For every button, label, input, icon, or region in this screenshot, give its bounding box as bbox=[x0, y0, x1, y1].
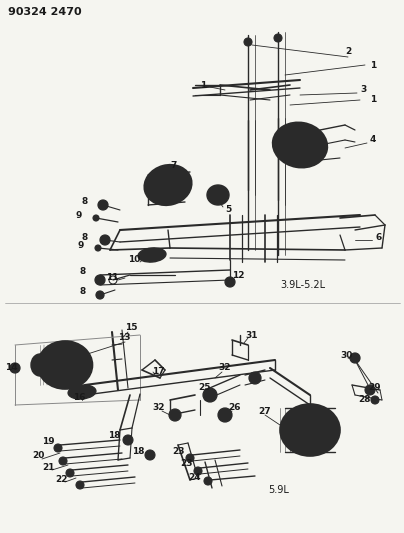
Text: 27: 27 bbox=[258, 408, 271, 416]
Ellipse shape bbox=[273, 123, 327, 168]
Text: 32: 32 bbox=[152, 403, 164, 413]
Text: 24: 24 bbox=[188, 473, 201, 482]
Ellipse shape bbox=[144, 165, 192, 205]
Circle shape bbox=[203, 388, 217, 402]
Text: 29: 29 bbox=[368, 384, 381, 392]
Text: 13: 13 bbox=[118, 334, 130, 343]
Ellipse shape bbox=[68, 385, 96, 399]
Text: 10: 10 bbox=[128, 255, 140, 264]
Text: 2: 2 bbox=[345, 47, 351, 56]
Text: 9: 9 bbox=[78, 240, 84, 249]
Text: 8: 8 bbox=[82, 198, 88, 206]
Circle shape bbox=[59, 457, 67, 465]
Text: 16: 16 bbox=[73, 393, 86, 402]
Ellipse shape bbox=[303, 424, 317, 436]
Ellipse shape bbox=[280, 404, 340, 456]
Text: 22: 22 bbox=[55, 475, 67, 484]
Text: 31: 31 bbox=[245, 330, 257, 340]
Ellipse shape bbox=[287, 134, 313, 156]
Text: 1: 1 bbox=[370, 95, 376, 104]
Text: 20: 20 bbox=[32, 451, 44, 461]
Circle shape bbox=[371, 396, 379, 404]
Text: 21: 21 bbox=[42, 464, 55, 472]
Text: 14: 14 bbox=[5, 364, 18, 373]
Circle shape bbox=[169, 409, 181, 421]
Ellipse shape bbox=[207, 185, 229, 205]
Circle shape bbox=[274, 34, 282, 42]
Circle shape bbox=[350, 353, 360, 363]
Circle shape bbox=[95, 275, 105, 285]
Ellipse shape bbox=[294, 140, 306, 150]
Text: 1: 1 bbox=[200, 80, 206, 90]
Text: 7: 7 bbox=[170, 160, 177, 169]
Circle shape bbox=[244, 38, 252, 46]
Circle shape bbox=[194, 467, 202, 475]
Ellipse shape bbox=[142, 250, 162, 260]
Ellipse shape bbox=[59, 360, 71, 370]
Text: 28: 28 bbox=[358, 395, 370, 405]
Circle shape bbox=[98, 200, 108, 210]
Text: 19: 19 bbox=[42, 438, 55, 447]
Ellipse shape bbox=[44, 347, 86, 383]
Ellipse shape bbox=[52, 354, 78, 376]
Circle shape bbox=[145, 450, 155, 460]
Ellipse shape bbox=[138, 248, 166, 262]
Ellipse shape bbox=[295, 417, 325, 443]
Circle shape bbox=[66, 469, 74, 477]
Text: 5: 5 bbox=[225, 206, 231, 214]
Text: 18: 18 bbox=[108, 431, 120, 440]
Text: 11: 11 bbox=[106, 273, 118, 282]
Ellipse shape bbox=[279, 128, 321, 162]
Text: 8: 8 bbox=[82, 232, 88, 241]
Text: 9: 9 bbox=[76, 211, 82, 220]
Text: 8: 8 bbox=[80, 287, 86, 296]
Text: 32: 32 bbox=[218, 364, 231, 373]
Ellipse shape bbox=[287, 410, 333, 450]
Ellipse shape bbox=[215, 192, 221, 198]
Ellipse shape bbox=[157, 176, 179, 194]
Ellipse shape bbox=[163, 181, 173, 189]
Text: 12: 12 bbox=[232, 271, 244, 279]
Text: 3.9L-5.2L: 3.9L-5.2L bbox=[280, 280, 325, 290]
Text: 25: 25 bbox=[198, 384, 210, 392]
Circle shape bbox=[225, 277, 235, 287]
Text: 3: 3 bbox=[360, 85, 366, 94]
Circle shape bbox=[249, 372, 261, 384]
Circle shape bbox=[93, 215, 99, 221]
Text: 15: 15 bbox=[125, 324, 137, 333]
Circle shape bbox=[100, 235, 110, 245]
Circle shape bbox=[54, 444, 62, 452]
Text: 1: 1 bbox=[370, 61, 376, 69]
Circle shape bbox=[123, 435, 133, 445]
Text: 4: 4 bbox=[370, 135, 377, 144]
Circle shape bbox=[365, 385, 375, 395]
Text: 26: 26 bbox=[228, 403, 240, 413]
Text: 17: 17 bbox=[152, 367, 164, 376]
Text: 30: 30 bbox=[340, 351, 352, 359]
Ellipse shape bbox=[34, 358, 46, 373]
Ellipse shape bbox=[147, 253, 157, 257]
Ellipse shape bbox=[150, 170, 186, 200]
Text: 18: 18 bbox=[132, 448, 145, 456]
Ellipse shape bbox=[38, 341, 93, 389]
Circle shape bbox=[10, 363, 20, 373]
Text: 23: 23 bbox=[180, 459, 192, 469]
Circle shape bbox=[76, 481, 84, 489]
Circle shape bbox=[218, 408, 232, 422]
Circle shape bbox=[95, 245, 101, 251]
Ellipse shape bbox=[211, 189, 225, 201]
Text: 90324 2470: 90324 2470 bbox=[8, 7, 82, 17]
Circle shape bbox=[186, 454, 194, 462]
Ellipse shape bbox=[73, 387, 91, 397]
Text: 23: 23 bbox=[172, 448, 185, 456]
Ellipse shape bbox=[31, 354, 49, 376]
Text: 6: 6 bbox=[375, 233, 381, 243]
Circle shape bbox=[204, 477, 212, 485]
Text: 8: 8 bbox=[80, 268, 86, 277]
Text: 5.9L: 5.9L bbox=[268, 485, 289, 495]
Circle shape bbox=[96, 291, 104, 299]
